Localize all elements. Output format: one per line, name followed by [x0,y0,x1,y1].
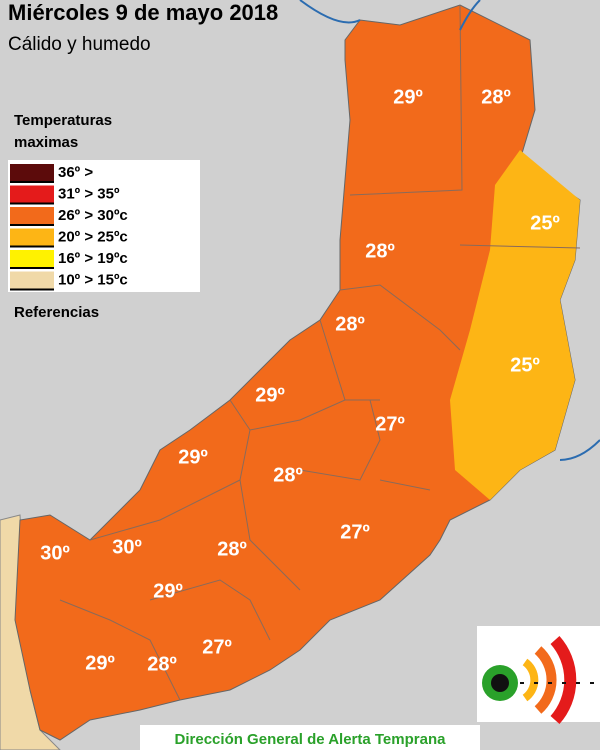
legend-footer: Referencias [14,304,99,321]
region-temperature: 25º [530,212,560,234]
legend-label: 31º > 35º [58,185,120,202]
warm-zone [450,150,580,500]
region-temperature: 27º [375,413,405,435]
title: Miércoles 9 de mayo 2018 [8,0,278,25]
region-temperature: 28º [273,464,303,486]
credit: Dirección General de Alerta Temprana [175,731,447,748]
legend-label: 16º > 19ºc [58,250,128,267]
region-temperature: 25º [510,354,540,376]
legend: 36º > 31º > 35º 26º > 30ºc 20º > 25ºc 16º > … [10,164,128,291]
legend-label: 20º > 25ºc [58,228,128,245]
region-temperature: 28º [335,313,365,335]
region-temperature: 27º [340,521,370,543]
legend-title: maximas [14,134,78,151]
region-temperature: 29º [153,580,183,602]
legend-label: 26º > 30ºc [58,207,128,224]
region-labels: 29º 28º 25º 28º 28º 25º 29º 27º 29º 28º 27º 30º 30º 2… [40,86,560,675]
region-temperature: 29º [85,652,115,674]
region-temperature: 28º [217,538,247,560]
legend-title: Temperaturas [14,112,112,129]
subtitle: Cálido y humedo [8,34,151,55]
region-temperature: 28º [481,86,511,108]
region-temperature: 28º [147,653,177,675]
legend-swatch [10,207,54,224]
legend-swatch [10,250,54,267]
legend-swatch [10,164,54,181]
region-temperature: 30º [40,542,70,564]
legend-label: 10º > 15ºc [58,271,128,288]
region-temperature: 27º [202,636,232,658]
region-temperature: 29º [255,384,285,406]
credit-box [140,725,480,750]
legend-swatch [10,185,54,203]
region-temperature: 30º [112,536,142,558]
legend-swatch [10,228,54,246]
department-borders [59,4,581,701]
region-temperature: 29º [393,86,423,108]
region-temperature: 28º [365,240,395,262]
river [299,0,600,461]
logo [482,636,595,724]
legend-label: 36º > [58,164,93,181]
legend-swatch [10,271,54,289]
region-temperature: 29º [178,446,208,468]
